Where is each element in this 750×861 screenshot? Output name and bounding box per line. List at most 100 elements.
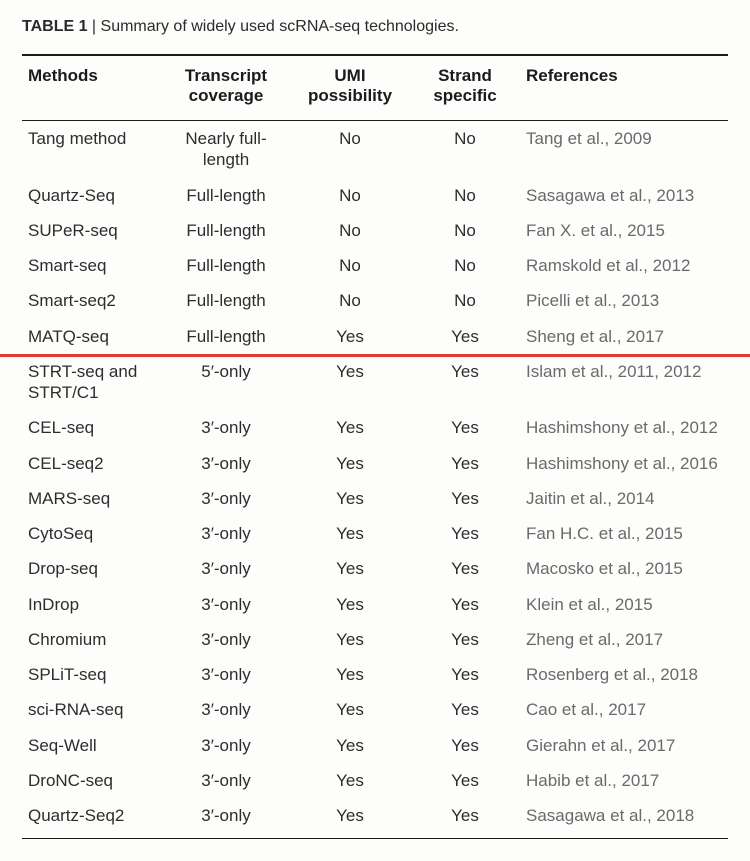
cell-ref: Rosenberg et al., 2018 bbox=[520, 657, 728, 692]
table-caption-text: Summary of widely used scRNA-seq technol… bbox=[101, 18, 459, 35]
cell-ref: Klein et al., 2015 bbox=[520, 587, 728, 622]
table-row: STRT-seq and STRT/C15′-onlyYesYesIslam e… bbox=[22, 354, 728, 411]
cell-strand: Yes bbox=[410, 692, 520, 727]
cell-ref: Hashimshony et al., 2016 bbox=[520, 446, 728, 481]
cell-coverage: Full-length bbox=[162, 178, 290, 213]
table-row: Smart-seq2Full-lengthNoNoPicelli et al.,… bbox=[22, 283, 728, 318]
cell-ref: Fan H.C. et al., 2015 bbox=[520, 516, 728, 551]
cell-method: SPLiT-seq bbox=[22, 657, 162, 692]
table-row: MARS-seq3′-onlyYesYesJaitin et al., 2014 bbox=[22, 481, 728, 516]
cell-umi: No bbox=[290, 213, 410, 248]
cell-method: MATQ-seq bbox=[22, 319, 162, 354]
cell-coverage: Full-length bbox=[162, 248, 290, 283]
table-row: SPLiT-seq3′-onlyYesYesRosenberg et al., … bbox=[22, 657, 728, 692]
cell-method: DroNC-seq bbox=[22, 763, 162, 798]
cell-coverage: Nearly full-length bbox=[162, 121, 290, 178]
cell-strand: Yes bbox=[410, 516, 520, 551]
cell-coverage: 3′-only bbox=[162, 410, 290, 445]
cell-umi: No bbox=[290, 178, 410, 213]
cell-coverage: 5′-only bbox=[162, 354, 290, 411]
cell-strand: No bbox=[410, 178, 520, 213]
highlight-divider bbox=[0, 354, 750, 357]
col-header-strand: Strand specific bbox=[410, 55, 520, 121]
table-figure: TABLE 1 | Summary of widely used scRNA-s… bbox=[0, 0, 750, 861]
cell-strand: Yes bbox=[410, 551, 520, 586]
table-row: CEL-seq3′-onlyYesYesHashimshony et al., … bbox=[22, 410, 728, 445]
cell-method: SUPeR-seq bbox=[22, 213, 162, 248]
cell-method: sci-RNA-seq bbox=[22, 692, 162, 727]
cell-umi: Yes bbox=[290, 354, 410, 411]
table-header-row: Methods Transcript coverage UMI possibil… bbox=[22, 55, 728, 121]
table-row: CytoSeq3′-onlyYesYesFan H.C. et al., 201… bbox=[22, 516, 728, 551]
cell-umi: No bbox=[290, 283, 410, 318]
table-row: sci-RNA-seq3′-onlyYesYesCao et al., 2017 bbox=[22, 692, 728, 727]
table-row: Drop-seq3′-onlyYesYesMacosko et al., 201… bbox=[22, 551, 728, 586]
cell-method: Quartz-Seq bbox=[22, 178, 162, 213]
table-caption-sep: | bbox=[87, 18, 100, 35]
table-row: CEL-seq23′-onlyYesYesHashimshony et al.,… bbox=[22, 446, 728, 481]
table-row: Smart-seqFull-lengthNoNoRamskold et al.,… bbox=[22, 248, 728, 283]
cell-method: Seq-Well bbox=[22, 728, 162, 763]
cell-umi: No bbox=[290, 248, 410, 283]
cell-strand: Yes bbox=[410, 728, 520, 763]
cell-method: Tang method bbox=[22, 121, 162, 178]
cell-ref: Sheng et al., 2017 bbox=[520, 319, 728, 354]
cell-ref: Gierahn et al., 2017 bbox=[520, 728, 728, 763]
table-caption: TABLE 1 | Summary of widely used scRNA-s… bbox=[22, 18, 728, 36]
cell-umi: Yes bbox=[290, 692, 410, 727]
col-header-methods: Methods bbox=[22, 55, 162, 121]
cell-coverage: 3′-only bbox=[162, 587, 290, 622]
cell-strand: No bbox=[410, 121, 520, 178]
cell-umi: Yes bbox=[290, 551, 410, 586]
cell-coverage: 3′-only bbox=[162, 551, 290, 586]
table-row: InDrop3′-onlyYesYesKlein et al., 2015 bbox=[22, 587, 728, 622]
cell-method: Smart-seq2 bbox=[22, 283, 162, 318]
cell-coverage: 3′-only bbox=[162, 798, 290, 839]
cell-method: STRT-seq and STRT/C1 bbox=[22, 354, 162, 411]
cell-strand: Yes bbox=[410, 622, 520, 657]
cell-strand: Yes bbox=[410, 446, 520, 481]
cell-umi: Yes bbox=[290, 728, 410, 763]
cell-method: MARS-seq bbox=[22, 481, 162, 516]
cell-method: CEL-seq bbox=[22, 410, 162, 445]
cell-coverage: Full-length bbox=[162, 213, 290, 248]
cell-ref: Habib et al., 2017 bbox=[520, 763, 728, 798]
table-row: Quartz-Seq23′-onlyYesYesSasagawa et al.,… bbox=[22, 798, 728, 839]
cell-ref: Macosko et al., 2015 bbox=[520, 551, 728, 586]
cell-ref: Zheng et al., 2017 bbox=[520, 622, 728, 657]
col-header-references: References bbox=[520, 55, 728, 121]
cell-ref: Fan X. et al., 2015 bbox=[520, 213, 728, 248]
cell-coverage: 3′-only bbox=[162, 763, 290, 798]
table-row: DroNC-seq3′-onlyYesYesHabib et al., 2017 bbox=[22, 763, 728, 798]
cell-strand: Yes bbox=[410, 657, 520, 692]
table-row: SUPeR-seqFull-lengthNoNoFan X. et al., 2… bbox=[22, 213, 728, 248]
cell-coverage: 3′-only bbox=[162, 728, 290, 763]
cell-umi: Yes bbox=[290, 622, 410, 657]
cell-strand: Yes bbox=[410, 410, 520, 445]
cell-ref: Sasagawa et al., 2013 bbox=[520, 178, 728, 213]
cell-strand: No bbox=[410, 213, 520, 248]
cell-coverage: Full-length bbox=[162, 283, 290, 318]
cell-umi: Yes bbox=[290, 481, 410, 516]
table-row: Quartz-SeqFull-lengthNoNoSasagawa et al.… bbox=[22, 178, 728, 213]
cell-umi: Yes bbox=[290, 446, 410, 481]
cell-umi: No bbox=[290, 121, 410, 178]
table-row: Seq-Well3′-onlyYesYesGierahn et al., 201… bbox=[22, 728, 728, 763]
cell-strand: Yes bbox=[410, 354, 520, 411]
cell-coverage: 3′-only bbox=[162, 657, 290, 692]
cell-strand: Yes bbox=[410, 319, 520, 354]
cell-method: InDrop bbox=[22, 587, 162, 622]
cell-umi: Yes bbox=[290, 657, 410, 692]
cell-ref: Picelli et al., 2013 bbox=[520, 283, 728, 318]
cell-strand: Yes bbox=[410, 587, 520, 622]
cell-umi: Yes bbox=[290, 410, 410, 445]
cell-coverage: 3′-only bbox=[162, 446, 290, 481]
table-row: Tang methodNearly full-lengthNoNoTang et… bbox=[22, 121, 728, 178]
cell-method: Quartz-Seq2 bbox=[22, 798, 162, 839]
table-label: TABLE 1 bbox=[22, 18, 87, 35]
cell-ref: Tang et al., 2009 bbox=[520, 121, 728, 178]
col-header-coverage: Transcript coverage bbox=[162, 55, 290, 121]
cell-ref: Sasagawa et al., 2018 bbox=[520, 798, 728, 839]
cell-coverage: 3′-only bbox=[162, 692, 290, 727]
table-row: Chromium3′-onlyYesYesZheng et al., 2017 bbox=[22, 622, 728, 657]
